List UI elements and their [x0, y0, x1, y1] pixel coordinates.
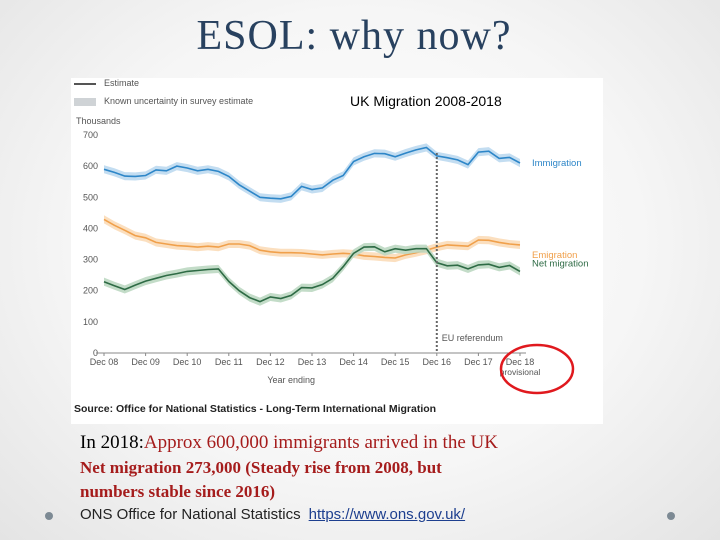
- text-line-3: numbers stable since 2016): [80, 482, 276, 501]
- eu-referendum-label: EU referendum: [442, 333, 503, 343]
- y-tick-label-3: 300: [83, 255, 98, 265]
- y-tick-label-1: 100: [83, 317, 98, 327]
- series-band-1: [104, 215, 520, 263]
- series-band-2: [104, 242, 520, 306]
- series-band-0: [104, 143, 520, 203]
- y-tick-label-6: 600: [83, 161, 98, 171]
- x-tick-label-7: Dec 15: [381, 357, 410, 367]
- chart-title: UK Migration 2008-2018: [350, 93, 502, 109]
- series-label-0: Immigration: [532, 158, 582, 169]
- y-tick-label-0: 0: [93, 348, 98, 358]
- legend-uncertainty-label: Known uncertainty in survey estimate: [104, 96, 254, 106]
- x-tick-label-4: Dec 12: [256, 357, 285, 367]
- y-tick-label-5: 500: [83, 192, 98, 202]
- series-label-1: Emigration: [532, 250, 577, 261]
- provisional-highlight-circle: [499, 343, 575, 395]
- x-tick-label-1: Dec 09: [131, 357, 160, 367]
- legend-estimate-swatch: [74, 83, 96, 85]
- x-tick-label-5: Dec 13: [298, 357, 327, 367]
- bullet-dot-right: [667, 512, 675, 520]
- slide-title: ESOL: why now?: [196, 13, 512, 59]
- x-tick-label-9: Dec 17: [464, 357, 493, 367]
- x-tick-label-0: Dec 08: [90, 357, 119, 367]
- text-line-1-prefix: In 2018:: [80, 432, 144, 453]
- x-tick-label-6: Dec 14: [339, 357, 368, 367]
- y-tick-label-7: 700: [83, 130, 98, 140]
- x-tick-label-2: Dec 10: [173, 357, 202, 367]
- x-tick-label-3: Dec 11: [215, 357, 243, 367]
- text-line-1: In 2018:Approx 600,000 immigrants arrive…: [80, 432, 680, 454]
- legend-estimate-label: Estimate: [104, 78, 140, 88]
- text-line-2: Net migration 273,000 (Steady rise from …: [80, 458, 442, 477]
- ons-label: ONS Office for National Statistics: [80, 506, 301, 523]
- x-tick-label-8: Dec 16: [423, 357, 452, 367]
- series-line-0: [103, 146, 521, 200]
- x-axis-label: Year ending: [267, 375, 315, 385]
- bullet-dot-left: [45, 512, 53, 520]
- text-line-1-rest: Approx 600,000 immigrants arrived in the…: [143, 432, 498, 453]
- text-line-4: ONS Office for National Statistics https:…: [80, 506, 680, 523]
- series-line-1: [103, 218, 521, 259]
- series-line-2: [103, 245, 521, 303]
- legend-uncertainty-swatch: [74, 98, 96, 106]
- y-axis-label: Thousands: [76, 116, 121, 126]
- y-tick-label-4: 400: [83, 223, 98, 233]
- y-tick-label-2: 200: [83, 286, 98, 296]
- chart-svg: Thousands 0 100 200 300 400 500 600 700 Dec 08 Dec…: [76, 116, 589, 395]
- x-tick-label-10: Dec 18: [506, 357, 535, 367]
- x-tick-sublabel: provisional: [500, 367, 541, 377]
- series-label-2: Net migration: [532, 258, 589, 269]
- ons-link[interactable]: https://www.ons.gov.uk/: [308, 506, 466, 523]
- migration-chart: Thousands 0 100 200 300 400 500 600 700 Dec 08 Dec…: [71, 78, 603, 424]
- chart-source: Source: Office for National Statistics -…: [74, 403, 437, 415]
